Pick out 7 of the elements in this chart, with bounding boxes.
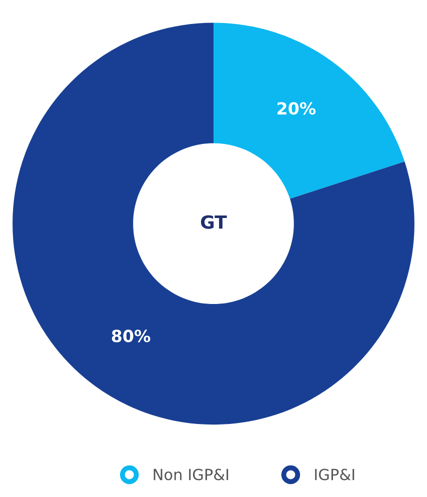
data-label: 20%	[278, 102, 316, 115]
text: GT	[200, 215, 227, 229]
legend-label: Non IGP&I	[154, 468, 228, 480]
legend-label: IGP&I	[315, 468, 354, 480]
donut-slice	[12, 22, 414, 425]
data-label: 80%	[112, 330, 150, 342]
donut-slice	[214, 22, 405, 199]
